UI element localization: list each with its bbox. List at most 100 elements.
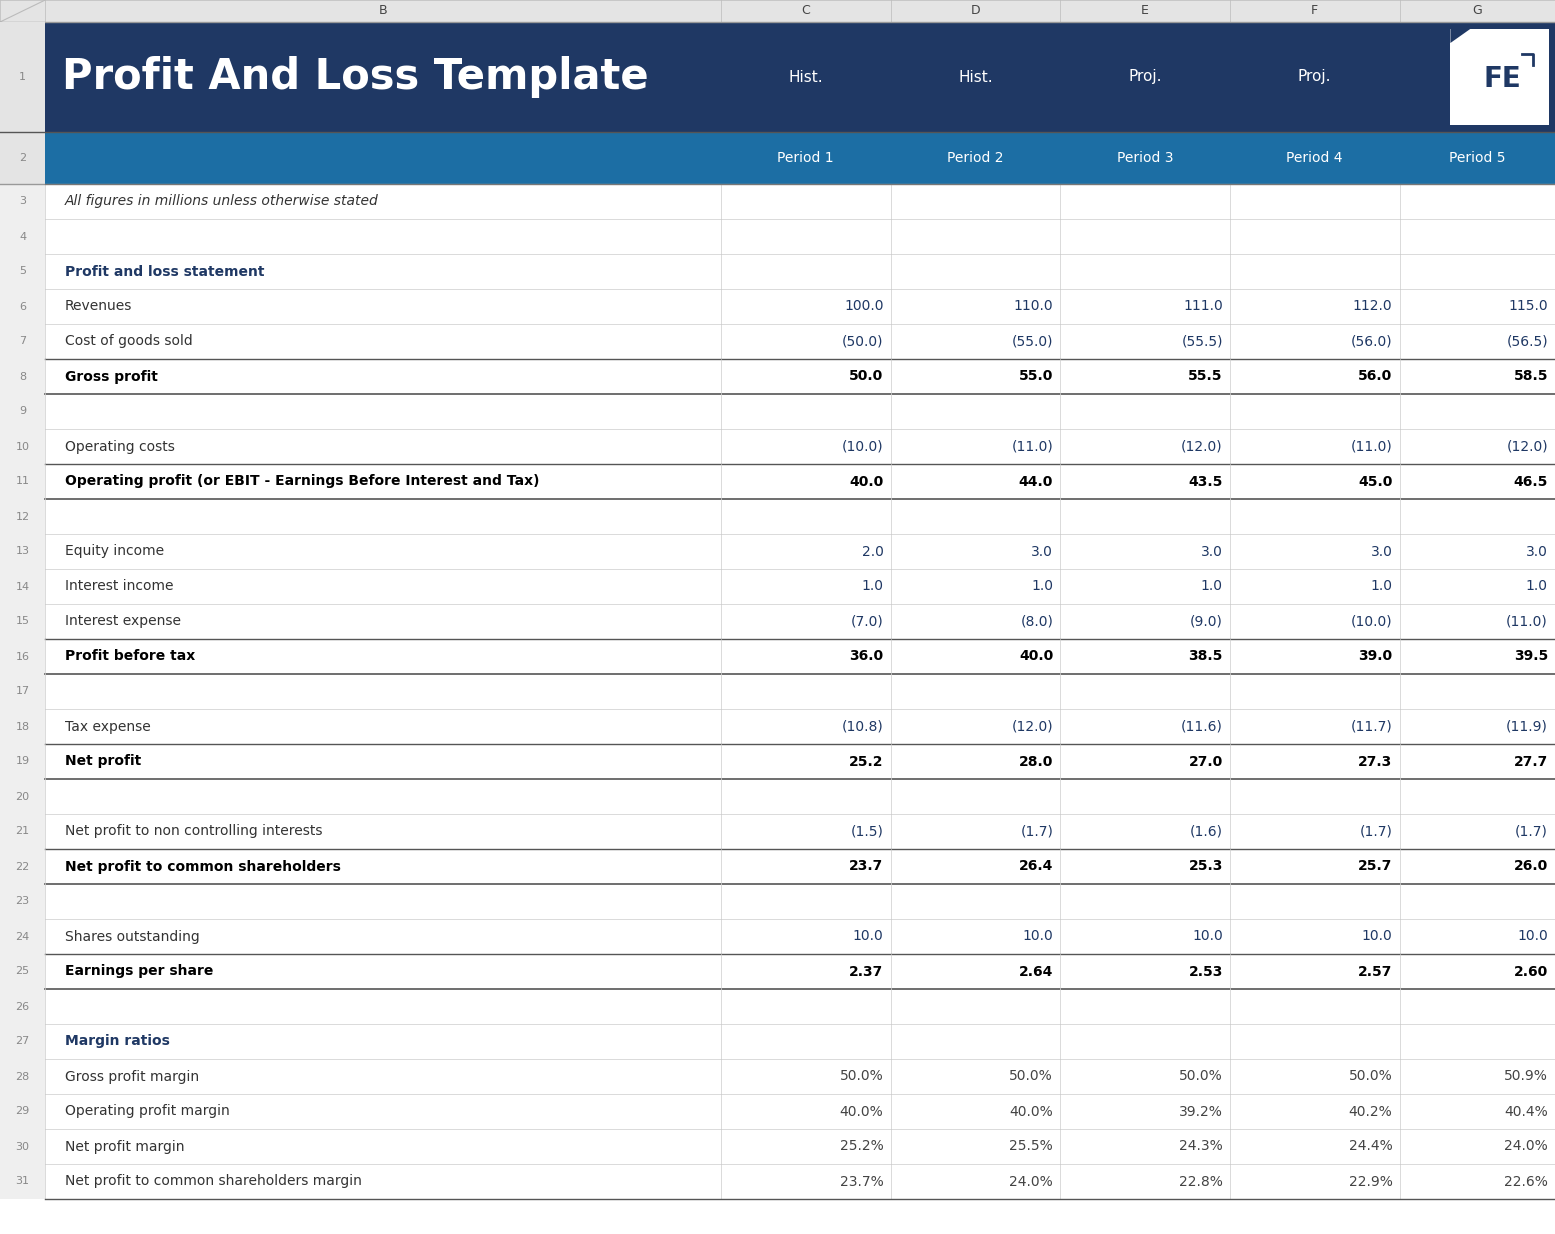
Text: 22.9%: 22.9% — [1348, 1175, 1392, 1188]
Text: 25.2%: 25.2% — [840, 1139, 883, 1154]
Text: All figures in millions unless otherwise stated: All figures in millions unless otherwise… — [65, 195, 379, 209]
Text: Revenues: Revenues — [65, 300, 132, 313]
Text: (12.0): (12.0) — [1182, 439, 1222, 454]
Text: Earnings per share: Earnings per share — [65, 965, 213, 979]
Bar — [0, 218, 45, 254]
Text: (7.0): (7.0) — [851, 615, 883, 628]
Text: 24: 24 — [16, 932, 30, 942]
Text: 3: 3 — [19, 196, 26, 206]
Text: 27.7: 27.7 — [1513, 754, 1547, 769]
Text: B: B — [379, 5, 387, 17]
Bar — [0, 499, 45, 534]
Bar — [45, 289, 1555, 325]
Bar — [45, 464, 1555, 499]
Text: (10.0): (10.0) — [1351, 615, 1392, 628]
Text: 50.0%: 50.0% — [1348, 1070, 1392, 1083]
Text: 1.0: 1.0 — [1200, 580, 1222, 594]
Text: 50.0%: 50.0% — [1179, 1070, 1222, 1083]
Bar — [0, 132, 1555, 184]
Text: (1.5): (1.5) — [851, 824, 883, 838]
Text: 29: 29 — [16, 1107, 30, 1117]
Text: Operating profit (or EBIT - Earnings Before Interest and Tax): Operating profit (or EBIT - Earnings Bef… — [65, 475, 540, 489]
Text: Cost of goods sold: Cost of goods sold — [65, 334, 193, 348]
Text: Operating profit margin: Operating profit margin — [65, 1104, 230, 1118]
Text: Shares outstanding: Shares outstanding — [65, 929, 199, 944]
Text: 15: 15 — [16, 617, 30, 627]
Text: 1.0: 1.0 — [861, 580, 883, 594]
Bar — [0, 954, 45, 988]
Bar — [45, 429, 1555, 464]
Text: 2.57: 2.57 — [1358, 965, 1392, 979]
Text: 21: 21 — [16, 827, 30, 837]
Text: (11.0): (11.0) — [1507, 615, 1547, 628]
Bar — [45, 1129, 1555, 1164]
Text: Gross profit: Gross profit — [65, 369, 159, 384]
Text: 25.7: 25.7 — [1358, 860, 1392, 874]
Bar — [0, 744, 45, 779]
Text: 26.4: 26.4 — [1019, 860, 1053, 874]
Text: Hist.: Hist. — [958, 69, 992, 84]
Text: (9.0): (9.0) — [1190, 615, 1222, 628]
Text: Proj.: Proj. — [1129, 69, 1162, 84]
Text: FE: FE — [1483, 65, 1522, 93]
Text: 45.0: 45.0 — [1358, 475, 1392, 489]
Text: 1.0: 1.0 — [1370, 580, 1392, 594]
Text: 17: 17 — [16, 686, 30, 696]
Text: 58.5: 58.5 — [1513, 369, 1547, 384]
Text: 43.5: 43.5 — [1188, 475, 1222, 489]
Text: 1: 1 — [19, 72, 26, 81]
Text: 115.0: 115.0 — [1508, 300, 1547, 313]
Bar — [45, 1164, 1555, 1199]
Text: 3.0: 3.0 — [1525, 544, 1547, 559]
Bar — [0, 22, 1555, 132]
Text: 3.0: 3.0 — [1370, 544, 1392, 559]
Text: Interest income: Interest income — [65, 580, 174, 594]
Text: (11.6): (11.6) — [1180, 719, 1222, 733]
Bar — [0, 919, 45, 954]
Text: 27.0: 27.0 — [1188, 754, 1222, 769]
Text: 55.5: 55.5 — [1188, 369, 1222, 384]
Bar — [0, 429, 45, 464]
Text: Operating costs: Operating costs — [65, 439, 174, 454]
Bar — [0, 359, 45, 394]
Bar — [45, 184, 1555, 218]
Bar — [45, 988, 1555, 1024]
Bar — [0, 289, 45, 325]
Bar — [0, 1024, 45, 1059]
Text: 36.0: 36.0 — [849, 649, 883, 664]
Text: (50.0): (50.0) — [841, 334, 883, 348]
Bar — [0, 639, 45, 674]
Text: 7: 7 — [19, 337, 26, 347]
Text: 22.8%: 22.8% — [1179, 1175, 1222, 1188]
Text: E: E — [1141, 5, 1149, 17]
Text: Net profit margin: Net profit margin — [65, 1139, 185, 1154]
Bar — [0, 184, 45, 218]
Text: C: C — [801, 5, 810, 17]
Text: Gross profit margin: Gross profit margin — [65, 1070, 199, 1083]
Bar — [45, 394, 1555, 429]
Text: (10.8): (10.8) — [841, 719, 883, 733]
Bar — [1451, 30, 1549, 125]
Text: 39.2%: 39.2% — [1179, 1104, 1222, 1118]
Text: 39.0: 39.0 — [1359, 649, 1392, 664]
Text: 26: 26 — [16, 1002, 30, 1012]
Text: 110.0: 110.0 — [1014, 300, 1053, 313]
Text: (11.0): (11.0) — [1351, 439, 1392, 454]
Text: 24.3%: 24.3% — [1179, 1139, 1222, 1154]
Text: 50.0: 50.0 — [849, 369, 883, 384]
Text: 50.9%: 50.9% — [1504, 1070, 1547, 1083]
Bar — [0, 849, 45, 884]
Text: 8: 8 — [19, 371, 26, 381]
Bar — [0, 464, 45, 499]
Text: 22.6%: 22.6% — [1504, 1175, 1547, 1188]
Bar — [45, 849, 1555, 884]
Text: Period 4: Period 4 — [1286, 151, 1344, 165]
Text: 40.0%: 40.0% — [1009, 1104, 1053, 1118]
Text: Profit before tax: Profit before tax — [65, 649, 196, 664]
Text: Margin ratios: Margin ratios — [65, 1034, 169, 1049]
Polygon shape — [1451, 30, 1469, 43]
Text: Period 1: Period 1 — [778, 151, 833, 165]
Text: 10.0: 10.0 — [1193, 929, 1222, 944]
Text: (10.0): (10.0) — [841, 439, 883, 454]
Bar — [0, 779, 45, 814]
